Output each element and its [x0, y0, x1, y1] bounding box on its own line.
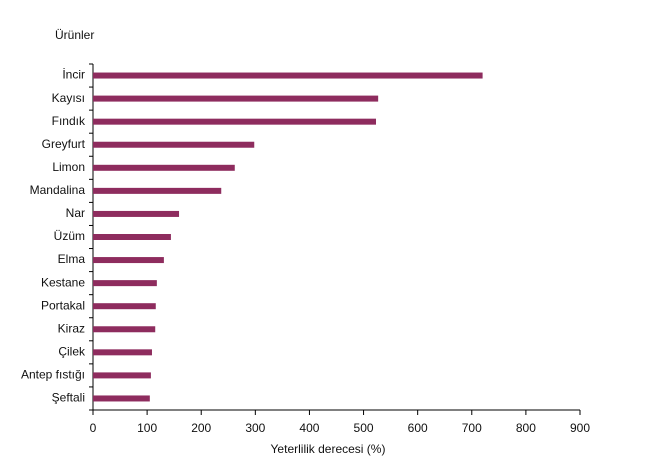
bar — [93, 303, 156, 310]
x-tick-label: 500 — [354, 421, 374, 435]
x-tick-label: 100 — [137, 421, 157, 435]
y-tick-label: Portakal — [41, 298, 85, 312]
y-tick-label: Kiraz — [58, 321, 85, 335]
bar — [93, 210, 180, 217]
x-tick-label: 600 — [408, 421, 428, 435]
y-tick-label: Çilek — [58, 345, 86, 359]
bar — [93, 164, 235, 171]
x-tick-label: 700 — [462, 421, 482, 435]
y-tick-label: Greyfurt — [42, 137, 86, 151]
y-tick-label: Nar — [66, 206, 85, 220]
x-axis-title: Yeterlilik derecesi (%) — [271, 442, 386, 456]
y-tick-label: Kestane — [41, 275, 85, 289]
x-tick-label: 200 — [191, 421, 211, 435]
bar — [93, 395, 150, 402]
bar — [93, 280, 157, 287]
bar — [93, 187, 222, 194]
x-tick-label: 0 — [90, 421, 97, 435]
y-tick-label: Mandalina — [30, 183, 86, 197]
y-axis-title: Ürünler — [55, 28, 94, 42]
y-tick-label: Üzüm — [54, 229, 85, 243]
bar — [93, 72, 483, 79]
y-tick-label: Şeftali — [52, 391, 85, 405]
y-tick-label: İncir — [62, 68, 85, 82]
bar — [93, 326, 156, 333]
x-tick-label: 900 — [570, 421, 590, 435]
y-tick-label: Fındık — [52, 114, 86, 128]
x-tick-label: 300 — [245, 421, 265, 435]
bar — [93, 372, 151, 379]
x-tick-label: 400 — [299, 421, 319, 435]
x-tick-label: 800 — [516, 421, 536, 435]
bar — [93, 234, 171, 240]
y-tick-label: Limon — [52, 160, 85, 174]
y-tick-label: Kayısı — [52, 91, 85, 105]
bar — [93, 141, 255, 148]
bar — [93, 95, 379, 102]
y-tick-label: Antep fıstığı — [21, 368, 85, 382]
bar — [93, 349, 152, 356]
bar — [93, 118, 377, 125]
y-tick-label: Elma — [58, 252, 86, 266]
bar — [93, 257, 164, 264]
